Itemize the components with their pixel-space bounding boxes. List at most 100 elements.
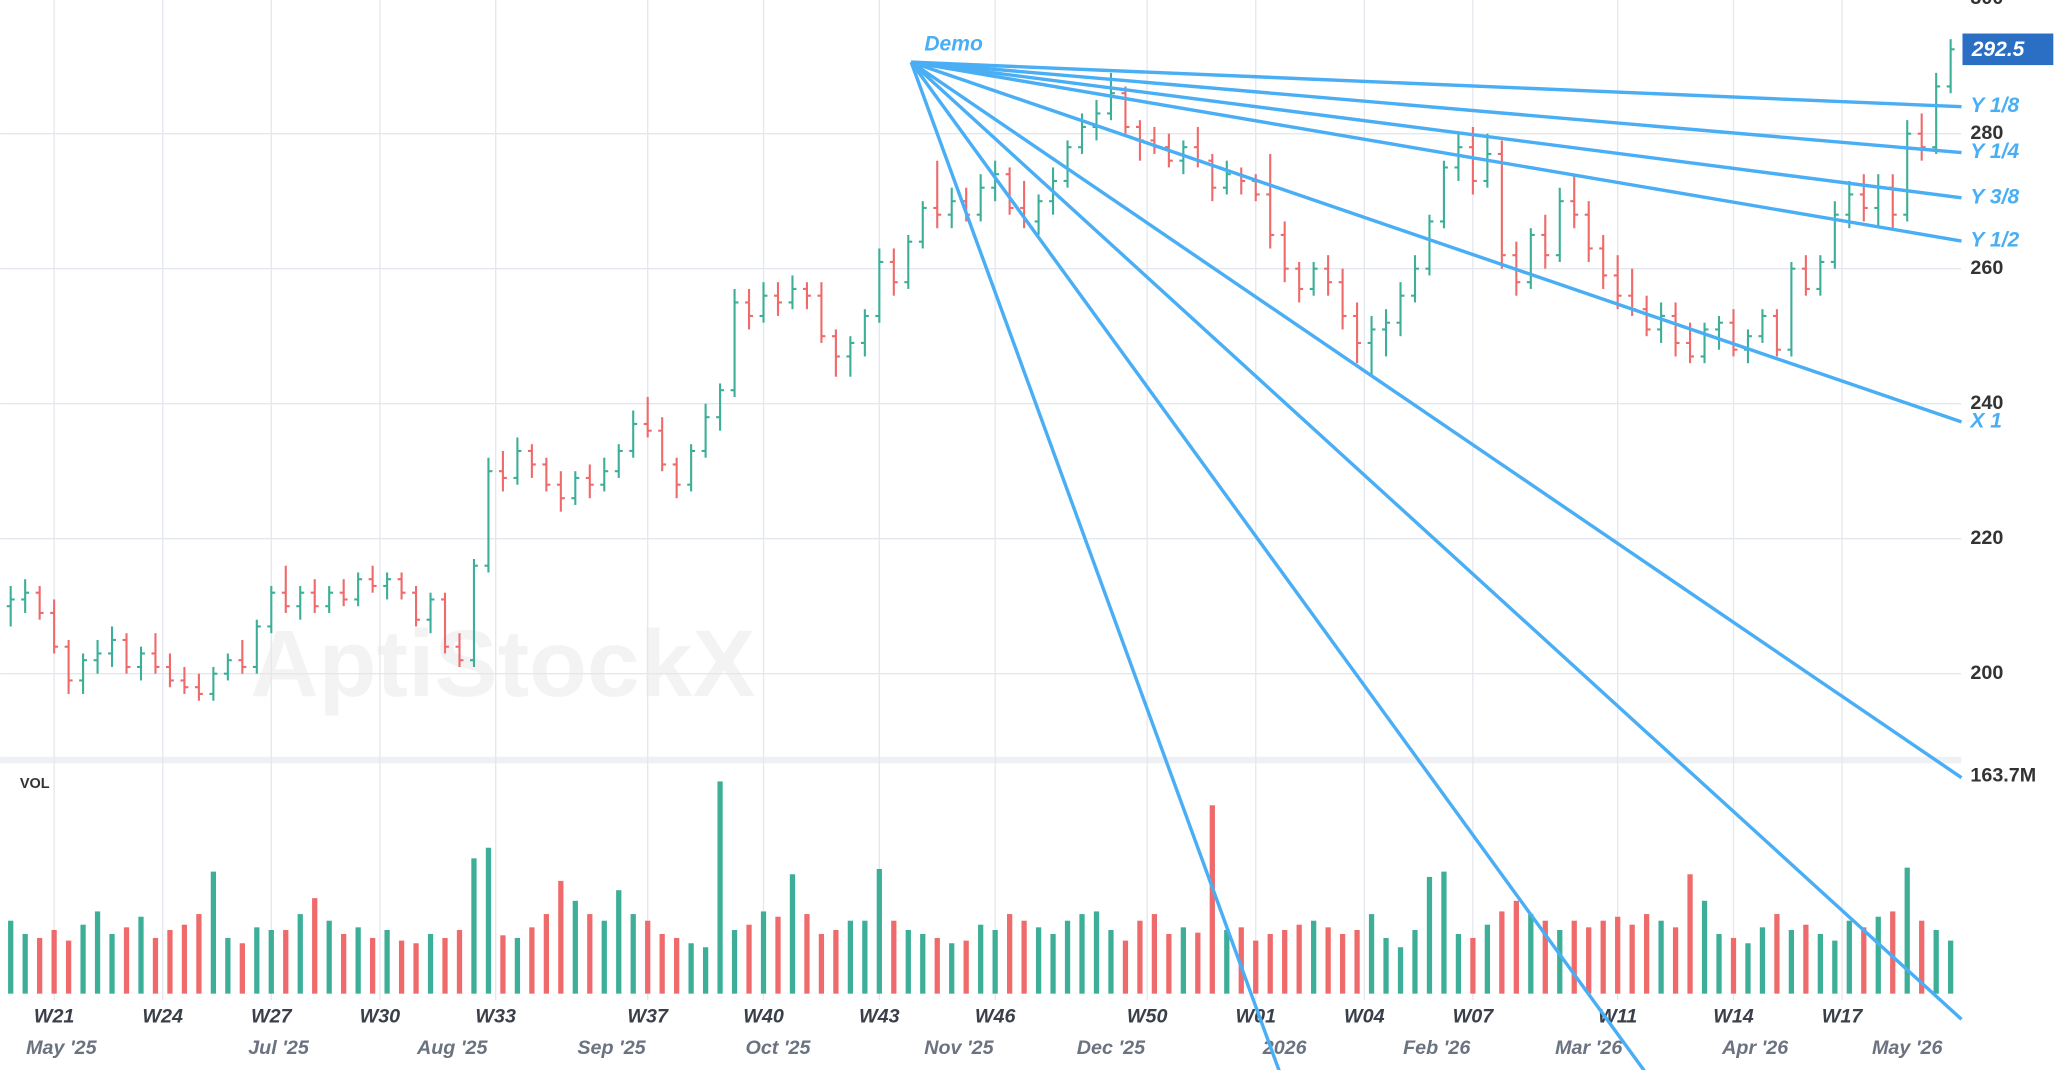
volume-bar xyxy=(1354,929,1360,994)
volume-bar xyxy=(51,929,57,994)
volume-bar xyxy=(891,920,897,994)
volume-bar xyxy=(818,933,825,994)
volume-bar xyxy=(1716,933,1722,994)
fan-line xyxy=(910,60,1962,200)
fan-line xyxy=(911,60,1962,109)
fan-label: Y 1/2 xyxy=(1970,229,2019,252)
volume-bar xyxy=(1759,927,1766,994)
volume-bar xyxy=(1542,920,1548,994)
volume-bar xyxy=(746,924,752,994)
volume-title: VOL xyxy=(20,776,50,792)
volume-bar xyxy=(978,924,984,994)
fan-line xyxy=(911,60,1962,155)
volume-bar xyxy=(37,937,43,994)
volume-bar xyxy=(22,933,28,994)
y-tick-label: 200 xyxy=(1970,662,2003,684)
volume-bar xyxy=(1035,927,1042,994)
volume-bar xyxy=(1629,924,1635,994)
volume-bar xyxy=(1470,937,1476,994)
volume-bar xyxy=(283,929,289,994)
volume-bar xyxy=(1672,927,1679,994)
volume-bar xyxy=(572,900,578,994)
fan-line xyxy=(909,61,1647,1073)
month-label: Dec '25 xyxy=(1077,1037,1146,1059)
volume-bar xyxy=(1774,914,1780,994)
volume-bar xyxy=(369,937,376,994)
volume-bar xyxy=(630,914,636,994)
volume-bar xyxy=(1412,929,1418,994)
volume-bar xyxy=(196,914,202,994)
volume-bar xyxy=(1253,940,1259,994)
x-tick-label: W01 xyxy=(1235,1006,1276,1028)
volume-bar xyxy=(1180,927,1186,994)
volume-tick-label: 163.7M xyxy=(1970,765,2036,787)
x-tick-label: W17 xyxy=(1822,1006,1864,1028)
x-tick-label: W46 xyxy=(975,1006,1017,1028)
volume-bar xyxy=(1788,929,1795,994)
volume-bar xyxy=(1528,914,1534,994)
volume-bar xyxy=(1730,937,1737,994)
volume-bar xyxy=(210,871,217,994)
fan-label: Y 3/8 xyxy=(1970,185,2019,208)
volume-bar xyxy=(1006,914,1013,994)
volume-bar xyxy=(862,920,868,994)
fan-label: Y 1/8 xyxy=(1970,94,2019,117)
x-tick-label: W30 xyxy=(360,1006,401,1028)
volume-bar xyxy=(297,914,303,994)
volume-bar xyxy=(1339,933,1346,994)
price-tag xyxy=(1962,33,2054,66)
volume-bar xyxy=(471,858,477,994)
volume-bar xyxy=(254,927,260,994)
volume-bar xyxy=(1455,933,1462,994)
volume-bar xyxy=(1122,940,1129,994)
watermark: AptiStockX xyxy=(250,611,755,717)
month-label: Mar '26 xyxy=(1555,1037,1623,1059)
volume-bar xyxy=(645,920,651,994)
volume-bar xyxy=(905,929,911,994)
volume-bar xyxy=(702,947,709,994)
volume-bar xyxy=(326,920,332,994)
volume-bar xyxy=(1397,947,1404,994)
volume-bar xyxy=(804,914,810,994)
volume-bar xyxy=(1832,940,1838,994)
fan-line xyxy=(910,60,1962,243)
price-tag-label: 292.5 xyxy=(1971,38,2025,61)
volume-bar xyxy=(1600,920,1606,994)
volume-bar xyxy=(992,929,998,994)
volume-bar xyxy=(1890,911,1896,994)
y-tick-label: 220 xyxy=(1970,527,2003,549)
volume-bar xyxy=(225,937,231,994)
month-label: May '26 xyxy=(1872,1037,1944,1059)
volume-bar xyxy=(963,940,969,994)
volume-bar xyxy=(341,933,347,994)
month-label: Jul '25 xyxy=(248,1037,310,1059)
volume-bar xyxy=(1948,940,1954,994)
volume-bar xyxy=(847,920,854,994)
volume-bar xyxy=(1368,914,1375,994)
volume-bar xyxy=(1093,911,1100,994)
x-tick-label: W33 xyxy=(475,1006,516,1028)
volume-bar xyxy=(1745,943,1751,994)
volume-bar xyxy=(529,927,535,994)
fan-line xyxy=(909,61,1282,1073)
volume-bar xyxy=(1426,876,1433,994)
volume-bar xyxy=(1557,929,1563,994)
volume-bar xyxy=(1861,927,1867,994)
x-tick-label: W21 xyxy=(34,1006,75,1028)
x-tick-label: W37 xyxy=(627,1006,669,1028)
volume-bar xyxy=(167,929,173,994)
volume-bar xyxy=(1615,916,1621,994)
volume-bar xyxy=(949,943,955,994)
x-tick-label: W50 xyxy=(1127,1006,1168,1028)
y-tick-label: 240 xyxy=(1970,392,2003,414)
volume-bar xyxy=(1441,871,1447,994)
volume-bar xyxy=(543,914,549,994)
volume-bar xyxy=(152,937,159,994)
volume-bar xyxy=(1919,920,1925,994)
month-label: May '25 xyxy=(26,1037,98,1059)
fan-line xyxy=(910,60,1963,424)
volume-bar xyxy=(500,935,506,994)
volume-bar xyxy=(1021,920,1027,994)
